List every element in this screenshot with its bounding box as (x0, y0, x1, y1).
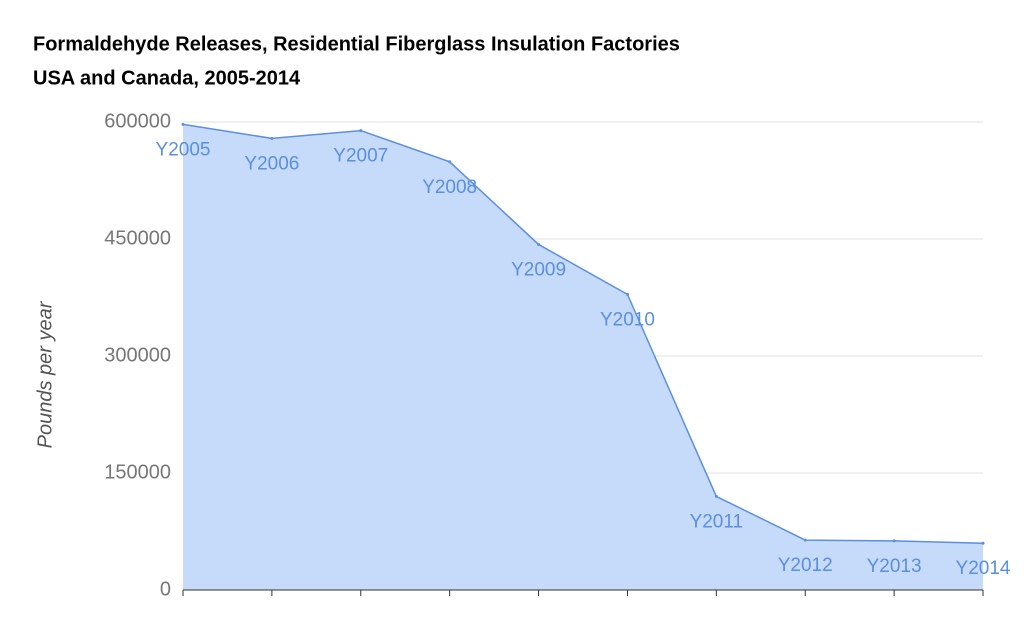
data-point (181, 122, 185, 126)
point-label: Y2008 (422, 177, 477, 198)
point-label: Y2005 (156, 139, 211, 160)
data-point (270, 136, 274, 140)
y-axis-label: Pounds per year (34, 300, 56, 448)
point-label: Y2007 (333, 146, 388, 167)
area-fill (183, 124, 983, 590)
data-point (448, 160, 452, 164)
y-tick-label: 300000 (104, 344, 171, 366)
data-point (359, 129, 363, 133)
y-tick-label: 0 (160, 578, 171, 600)
data-point (803, 538, 807, 542)
point-label: Y2010 (600, 309, 655, 330)
chart-subtitle: USA and Canada, 2005-2014 (33, 67, 301, 89)
point-label: Y2012 (778, 555, 833, 576)
point-label: Y2014 (956, 558, 1011, 579)
point-label: Y2013 (867, 556, 922, 577)
y-tick-label: 600000 (104, 110, 171, 132)
y-tick-label: 150000 (104, 461, 171, 483)
data-point (892, 539, 896, 543)
data-point (537, 242, 541, 246)
point-label: Y2006 (244, 153, 299, 174)
data-point (714, 494, 718, 498)
y-tick-label: 450000 (104, 227, 171, 249)
data-point (625, 292, 629, 296)
area-line (182, 123, 984, 544)
point-label: Y2009 (511, 259, 566, 280)
point-label: Y2011 (690, 511, 744, 532)
data-point (981, 541, 985, 545)
chart-title: Formaldehyde Releases, Residential Fiber… (33, 33, 680, 55)
